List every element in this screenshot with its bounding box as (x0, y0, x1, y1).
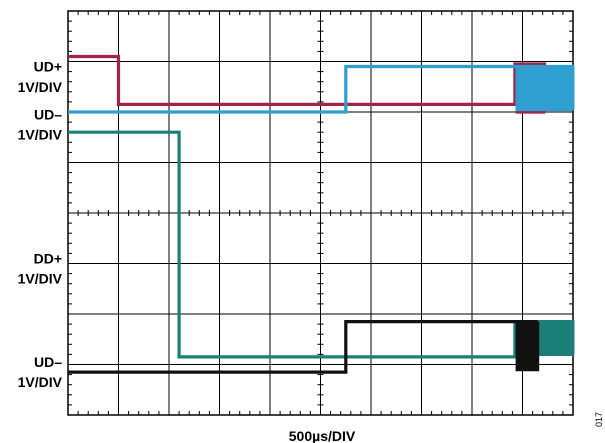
channel-label: UD– (34, 107, 62, 123)
grid (67, 10, 574, 416)
channel-label: 1V/DIV (18, 271, 63, 287)
channel-label: 1V/DIV (18, 127, 63, 143)
trace-4 (68, 320, 540, 374)
channel-label: UD+ (34, 59, 62, 75)
x-axis-label: 500µs/DIV (289, 428, 356, 443)
trace-2 (68, 64, 575, 114)
trace-1 (68, 54, 547, 114)
plot-frame (67, 10, 574, 416)
channel-labels: UD+ 1V/DIV UD– 1V/DIV DD+ 1V/DIV UD– 1V/DIV (18, 59, 63, 391)
channel-label: 1V/DIV (18, 79, 63, 95)
figure-number: 017 (594, 412, 604, 427)
traces (68, 54, 575, 374)
channel-label: UD– (34, 354, 62, 370)
channel-label: 1V/DIV (18, 374, 63, 390)
channel-label: DD+ (34, 250, 62, 266)
